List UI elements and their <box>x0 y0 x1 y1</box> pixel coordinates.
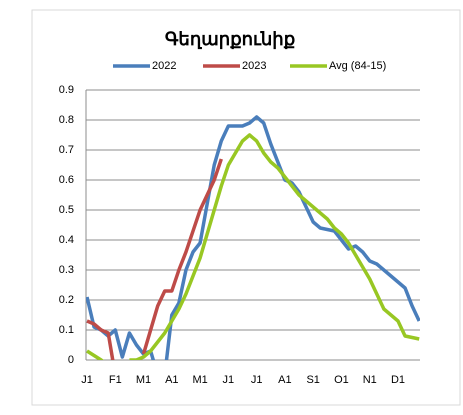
y-tick-label: 0.5 <box>59 204 74 216</box>
x-tick-label: N1 <box>363 374 377 386</box>
y-tick-label: 0.8 <box>59 114 74 126</box>
legend-label: Avg (84-15) <box>329 60 386 72</box>
legend-label: 2022 <box>152 60 176 72</box>
x-tick-label: O1 <box>334 374 349 386</box>
x-tick-label: M1 <box>136 374 151 386</box>
y-tick-label: 0.7 <box>59 144 74 156</box>
x-tick-label: S1 <box>306 374 319 386</box>
series-line <box>86 158 223 360</box>
series-line <box>86 133 420 360</box>
y-tick-label: 0.6 <box>59 174 74 186</box>
y-tick-label: 0 <box>68 354 74 366</box>
x-tick-label: D1 <box>391 374 405 386</box>
y-tick-label: 0.1 <box>59 324 74 336</box>
y-tick-label: 0.3 <box>59 264 74 276</box>
x-tick-label: J1 <box>251 374 263 386</box>
x-tick-label: A1 <box>165 374 178 386</box>
chart-title: Գեղարքունիք <box>165 29 295 50</box>
chart-frame <box>31 9 461 406</box>
x-tick-label: J1 <box>81 374 93 386</box>
x-tick-label: M1 <box>192 374 207 386</box>
x-tick-label: F1 <box>109 374 122 386</box>
legend: 2022 2023 Avg (84-15) <box>113 60 386 72</box>
legend-label: 2023 <box>242 60 266 72</box>
x-tick-label: A1 <box>278 374 291 386</box>
y-tick-label: 0.2 <box>59 294 74 306</box>
y-tick-label: 0.4 <box>59 234 74 246</box>
y-tick-label: 0.9 <box>59 84 74 96</box>
x-tick-label: J1 <box>223 374 235 386</box>
